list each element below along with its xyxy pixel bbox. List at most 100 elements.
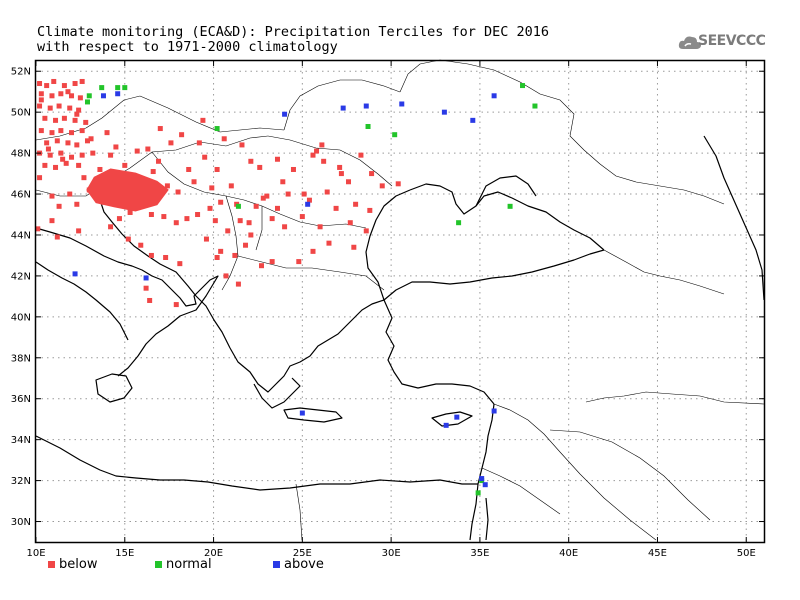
border-17 [481, 467, 561, 515]
lat-tick-label: 48N [11, 149, 31, 160]
station-below [269, 216, 275, 222]
border-11 [237, 255, 385, 291]
coastline-cyprus [431, 411, 473, 427]
station-above [470, 117, 476, 123]
station-below [157, 126, 163, 132]
station-below [138, 242, 144, 248]
lon-tick-label: 45E [648, 548, 667, 559]
border-10 [221, 195, 239, 291]
station-below [67, 191, 73, 197]
map-title-line2: with respect to 1971-2000 climatology [37, 39, 338, 55]
station-below [61, 115, 67, 121]
station-below [150, 169, 156, 175]
station-below [168, 140, 174, 146]
station-normal [392, 132, 398, 138]
station-below [122, 162, 128, 168]
coastline-greece [229, 299, 385, 393]
station-below [173, 302, 179, 308]
station-below [42, 162, 48, 168]
border-2 [35, 95, 141, 141]
station-below [209, 185, 215, 191]
station-above [491, 93, 497, 99]
station-normal [86, 93, 92, 99]
station-normal [122, 85, 128, 91]
station-above [491, 408, 497, 414]
station-below [223, 273, 229, 279]
coastlines [35, 135, 765, 541]
station-below [147, 297, 153, 303]
station-below [239, 142, 245, 148]
station-below [53, 164, 59, 170]
lat-tick-label: 50N [11, 108, 31, 119]
station-normal [507, 203, 513, 209]
border-13 [585, 391, 765, 405]
station-below [69, 154, 75, 160]
station-below [79, 78, 85, 84]
station-below [363, 228, 369, 234]
lat-tick-label: 46N [11, 190, 31, 201]
station-below [274, 156, 280, 162]
station-below [86, 187, 92, 193]
station-below [196, 140, 202, 146]
station-above [454, 414, 460, 420]
station-below [264, 193, 270, 199]
station-below [212, 218, 218, 224]
station-below [351, 244, 357, 250]
station-below [246, 220, 252, 226]
station-above [143, 275, 149, 281]
station-normal [456, 220, 462, 226]
station-below [333, 205, 339, 211]
station-normal [214, 126, 220, 132]
lat-tick-label: 36N [11, 394, 31, 405]
lat-tick-label: 34N [11, 435, 31, 446]
station-below [56, 203, 62, 209]
border-9 [603, 249, 725, 295]
station-below [346, 179, 352, 185]
axis-ticks: 10E 15E 20E 25E 30E 35E 40E 45E 50E 30N 32N 34N 36N 3… [11, 61, 764, 559]
station-below [358, 152, 364, 158]
station-below [175, 189, 181, 195]
station-below [306, 197, 312, 203]
station-below [195, 212, 201, 218]
stations [35, 78, 538, 496]
station-below [324, 189, 330, 195]
station-below [367, 207, 373, 213]
station-below [326, 240, 332, 246]
coastline-aqaba [485, 497, 489, 541]
border-4 [151, 151, 367, 229]
station-below [60, 156, 66, 162]
lon-tick-label: 25E [293, 548, 312, 559]
station-below [353, 201, 359, 207]
station-below [232, 252, 238, 258]
station-below [74, 111, 80, 117]
station-below [310, 152, 316, 158]
station-below [38, 91, 44, 97]
station-below [319, 142, 325, 148]
station-below [104, 130, 110, 136]
coastline-black-sea-south [383, 249, 605, 301]
station-above [305, 201, 311, 207]
station-below [148, 212, 154, 218]
station-below [260, 195, 266, 201]
lat-tick-label: 30N [11, 517, 31, 528]
station-above [282, 111, 288, 117]
station-cluster-below [86, 168, 169, 212]
seevccc-logo: SEEVCCC [678, 31, 778, 53]
station-below [49, 193, 55, 199]
station-below [235, 281, 241, 287]
station-below [347, 220, 353, 226]
station-below [53, 117, 59, 123]
station-below [136, 177, 142, 183]
lon-tick-label: 30E [382, 548, 401, 559]
border-8 [599, 163, 725, 205]
station-below [72, 81, 78, 87]
station-below [248, 158, 254, 164]
coastline-black-sea-west [365, 189, 411, 301]
station-below [116, 216, 122, 222]
lon-tick-label: 10E [26, 548, 45, 559]
station-below [69, 130, 75, 136]
coastline-azov [475, 175, 537, 207]
station-above [100, 93, 106, 99]
lat-tick-label: 44N [11, 230, 31, 241]
station-below [81, 175, 87, 181]
